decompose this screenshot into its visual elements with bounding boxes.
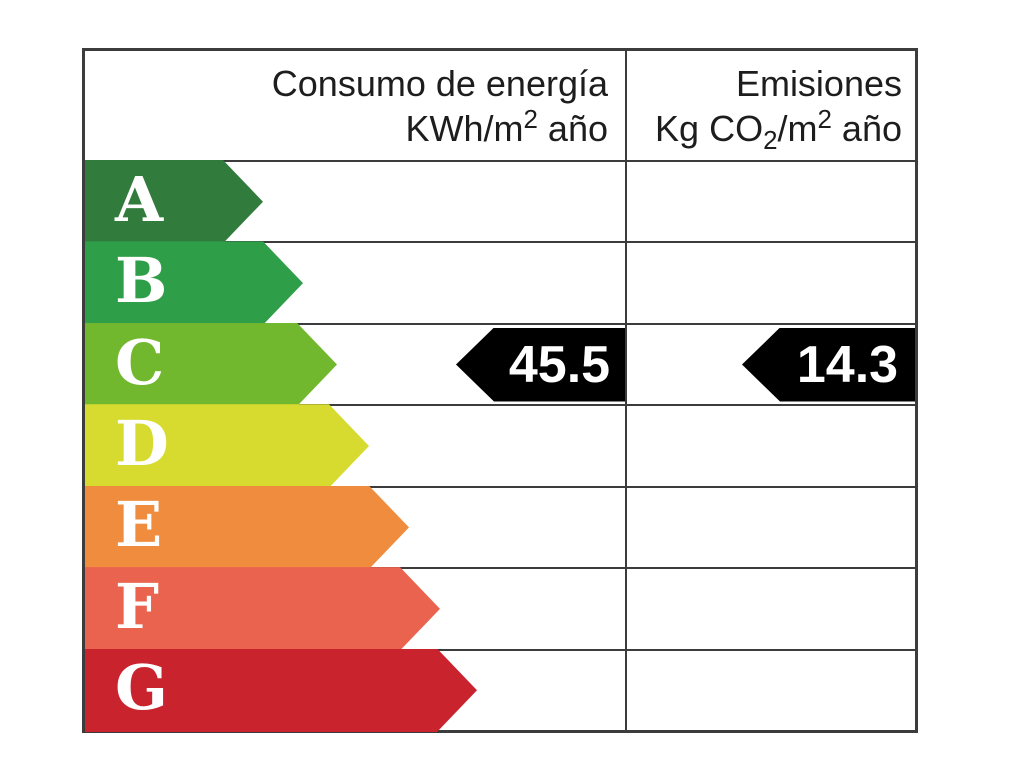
grade-letter-c: C — [115, 325, 165, 399]
band-row-e: E — [85, 485, 915, 567]
grade-arrow-b: B — [85, 241, 303, 324]
grade-letter-a: A — [115, 162, 164, 236]
header-unit-part: KWh/m — [405, 107, 524, 149]
band-emisiones-cell-c: 14.3 — [627, 325, 915, 404]
band-emisiones-cell-d — [627, 406, 915, 485]
band-row-a: A — [85, 160, 915, 241]
grade-arrow-e: E — [85, 486, 409, 569]
band-row-d: D — [85, 404, 915, 485]
value-arrow-emisiones: 14.3 — [742, 327, 915, 402]
header-unit-part: 2 — [763, 126, 778, 155]
header-emisiones: Emisiones Kg CO2/m2 año — [627, 51, 915, 160]
header-unit-part: 2 — [523, 105, 538, 134]
band-row-g: G — [85, 648, 915, 730]
grade-letter-g: G — [115, 651, 168, 725]
header-consumo-title: Consumo de energía — [271, 62, 608, 104]
value-arrow-consumo: 45.5 — [456, 327, 625, 402]
header-unit-part: 2 — [817, 105, 832, 134]
band-row-b: B — [85, 241, 915, 322]
header-consumo: Consumo de energía KWh/m2 año — [85, 51, 627, 160]
band-emisiones-cell-b — [627, 243, 915, 322]
header-unit-part: Kg CO — [655, 107, 764, 149]
band-consumo-cell-g: G — [85, 651, 627, 730]
grade-arrow-g: G — [85, 649, 477, 732]
band-consumo-cell-a: A — [85, 162, 627, 241]
band-consumo-cell-e: E — [85, 488, 627, 567]
header-consumo-units: KWh/m2 año — [405, 106, 608, 151]
band-emisiones-cell-f — [627, 569, 915, 648]
header-unit-part: año — [831, 107, 902, 149]
grade-letter-e: E — [115, 488, 163, 562]
band-row-c: C 45.5 14.3 — [85, 322, 915, 404]
header-emisiones-title: Emisiones — [735, 62, 902, 104]
grade-arrow-d: D — [85, 404, 369, 487]
grade-letter-d: D — [115, 406, 169, 480]
band-consumo-cell-b: B — [85, 243, 627, 322]
grade-arrow-a: A — [85, 160, 263, 243]
grade-arrow-f: F — [85, 567, 440, 650]
band-emisiones-cell-g — [627, 651, 915, 730]
header-unit-part: año — [537, 107, 608, 149]
grade-arrow-c: C — [85, 323, 337, 406]
band-row-f: F — [85, 567, 915, 648]
grade-letter-b: B — [115, 244, 168, 318]
header-unit-part: /m — [777, 107, 818, 149]
band-consumo-cell-d: D — [85, 406, 627, 485]
band-consumo-cell-c: C 45.5 — [85, 325, 627, 404]
band-emisiones-cell-a — [627, 162, 915, 241]
header-row: Consumo de energía KWh/m2 año Emisiones … — [85, 51, 915, 160]
band-emisiones-cell-e — [627, 488, 915, 567]
energy-rating-label: Consumo de energía KWh/m2 año Emisiones … — [82, 48, 918, 733]
header-emisiones-units: Kg CO2/m2 año — [655, 105, 902, 154]
grade-letter-f: F — [115, 569, 160, 643]
band-consumo-cell-f: F — [85, 569, 627, 648]
